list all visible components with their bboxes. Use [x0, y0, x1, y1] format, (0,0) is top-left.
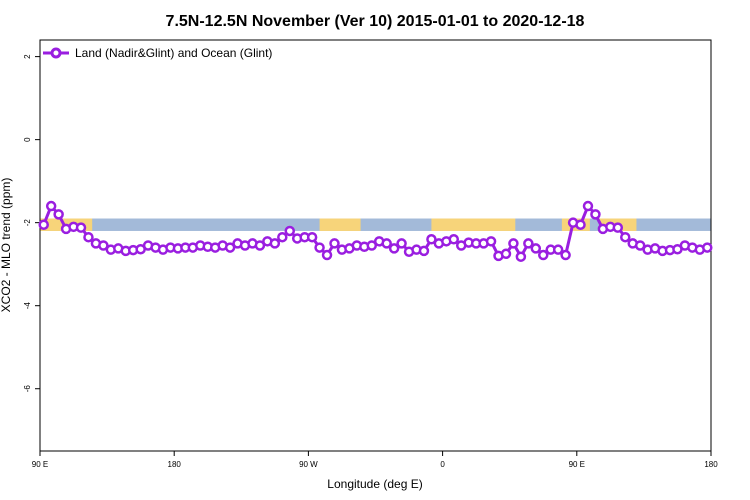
- data-point: [45, 200, 57, 212]
- y-tick-label: 0: [23, 137, 32, 142]
- x-tick-label: 90 W: [299, 460, 318, 469]
- x-tick-label: 90 E: [32, 460, 48, 469]
- data-point: [552, 244, 564, 255]
- legend-entry: Land (Nadir&Glint) and Ocean (Glint): [75, 46, 272, 60]
- data-point: [284, 225, 296, 237]
- data-point: [38, 219, 49, 230]
- data-point: [560, 249, 571, 261]
- data-point: [530, 243, 542, 254]
- data-point: [582, 200, 594, 212]
- y-axis-label: XCO2 - MLO trend (ppm): [0, 178, 13, 313]
- data-point: [329, 238, 340, 249]
- data-point: [83, 231, 94, 243]
- y-axis: 2 0 -2 -4 -6: [23, 54, 40, 392]
- data-point: [314, 242, 325, 253]
- data-point: [254, 240, 266, 251]
- data-point: [590, 209, 601, 220]
- data-point: [448, 234, 460, 245]
- data-point: [269, 238, 281, 249]
- data-point: [702, 242, 713, 253]
- x-tick-label: 90 E: [569, 460, 585, 469]
- data-point: [426, 234, 437, 245]
- data-point: [306, 231, 318, 243]
- data-point: [575, 219, 586, 230]
- x-tick-label: 0: [440, 460, 445, 469]
- x-axis: 90 E 180 90 W 0 90 E 180: [32, 451, 718, 469]
- data-point: [634, 240, 646, 251]
- data-point: [500, 248, 512, 260]
- data-point: [388, 243, 400, 254]
- data-point: [53, 209, 64, 220]
- data-point: [418, 245, 430, 257]
- series-group: [38, 200, 713, 262]
- data-point: [277, 231, 288, 243]
- data-point: [515, 251, 527, 262]
- data-point: [98, 240, 109, 251]
- chart-title: 7.5N-12.5N November (Ver 10) 2015-01-01 …: [166, 13, 585, 30]
- data-point: [508, 238, 519, 249]
- data-point: [381, 238, 392, 249]
- land-band: [319, 218, 361, 231]
- x-tick-label: 180: [168, 460, 182, 469]
- data-point: [75, 222, 87, 233]
- ocean-band: [40, 218, 711, 231]
- data-point: [612, 222, 624, 233]
- y-tick-label: -2: [23, 219, 32, 227]
- data-point: [620, 231, 631, 243]
- data-point: [366, 240, 378, 251]
- data-point: [523, 238, 534, 249]
- x-axis-label: Longitude (deg E): [327, 477, 422, 491]
- land-band: [431, 218, 516, 231]
- x-tick-label: 180: [704, 460, 718, 469]
- data-point: [321, 249, 333, 261]
- data-point: [485, 236, 497, 247]
- data-point: [396, 238, 407, 249]
- y-tick-label: 2: [23, 54, 32, 59]
- legend-marker: [50, 47, 62, 59]
- data-point: [224, 242, 236, 253]
- y-tick-label: -6: [23, 385, 32, 393]
- y-tick-label: -4: [23, 302, 32, 310]
- legend: Land (Nadir&Glint) and Ocean (Glint): [43, 46, 272, 60]
- land-ocean-band: [40, 218, 711, 231]
- data-point: [538, 249, 549, 261]
